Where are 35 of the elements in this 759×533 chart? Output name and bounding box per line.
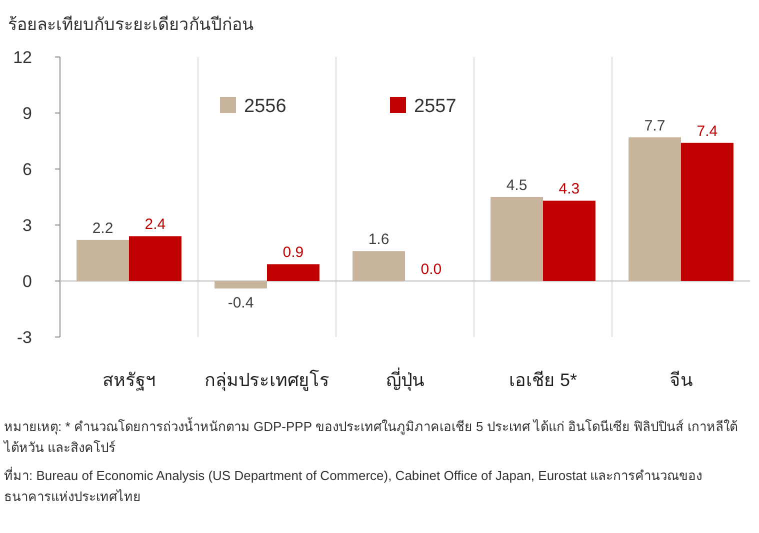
y-axis-title: ร้อยละเทียบกับระยะเดียวกันปีก่อน <box>8 15 254 34</box>
x-tick-label: กลุ่มประเทศยูโร <box>204 369 330 391</box>
bar <box>628 137 681 281</box>
data-label: -0.4 <box>228 294 254 312</box>
x-tick-label: เอเชีย 5* <box>508 370 578 390</box>
data-label: 7.7 <box>644 117 666 134</box>
bar <box>352 251 405 281</box>
y-tick-label: 0 <box>22 272 32 291</box>
x-tick-label: ญี่ปุ่น <box>386 367 424 391</box>
x-tick-label: จีน <box>670 370 692 390</box>
data-label: 4.3 <box>558 180 580 198</box>
text: ที่มา: Bureau of Economic Analysis (US Department of Commerce), Cabinet Office of Japan, Eurostat และการคำนวณของธนาคารแห่งประเทศไทย <box>4 466 704 506</box>
bar <box>129 236 182 281</box>
bar <box>543 200 596 281</box>
x-tick-label: สหรัฐฯ <box>102 370 156 391</box>
data-label: 0.9 <box>282 244 304 262</box>
y-tick-label: 3 <box>22 216 32 235</box>
legend-label: 2557 <box>414 96 456 117</box>
data-label: 1.6 <box>368 231 390 248</box>
bar <box>490 197 543 281</box>
legend-label: 2556 <box>244 96 286 117</box>
data-label: 2.2 <box>92 220 114 237</box>
y-tick-label: -3 <box>16 328 32 347</box>
bar <box>267 264 320 281</box>
y-tick-label: 12 <box>13 48 32 67</box>
bar <box>76 240 129 281</box>
data-label: 4.5 <box>506 177 528 194</box>
bar <box>681 142 734 281</box>
text: หมายเหตุ: * คำนวณโดยการถ่วงน้ำหนักตาม GDP-PPP ของประเทศในภูมิภาคเอเชีย 5 ประเทศ ได้แก่ อินโดนีเซีย ฟิลิปปินส์ เกาหลีใต้ ไต้หวัน และสิงคโปร์ <box>4 416 738 457</box>
y-tick-label: 6 <box>22 160 32 179</box>
bar <box>214 281 267 288</box>
data-label: 7.4 <box>696 122 718 140</box>
y-tick-label: 9 <box>22 104 32 123</box>
data-label: 0.0 <box>420 261 442 278</box>
data-label: 2.4 <box>144 216 166 234</box>
